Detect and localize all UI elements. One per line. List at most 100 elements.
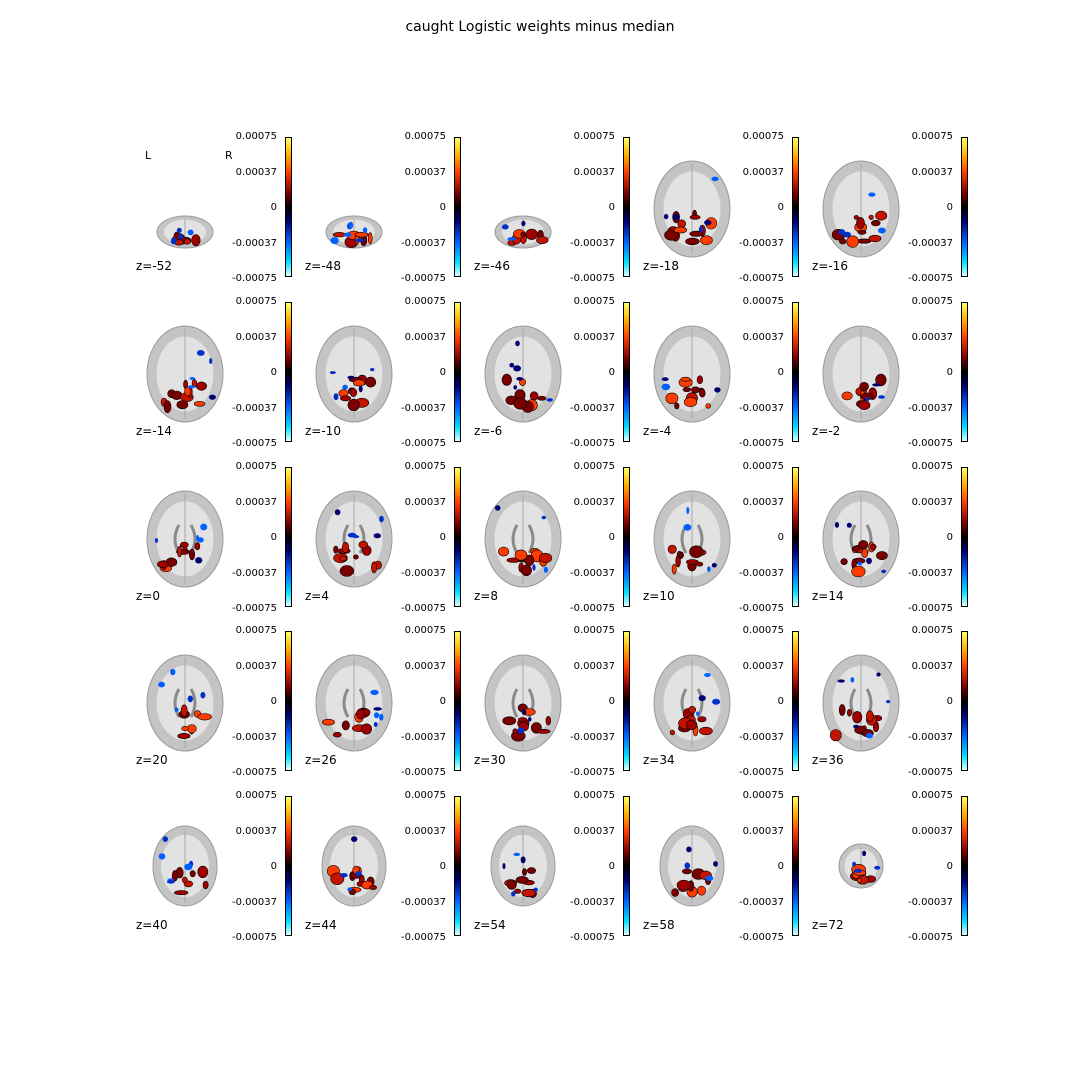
brain-slice <box>642 796 742 931</box>
brain-slice <box>304 302 404 437</box>
colorbar-tick-label: -0.00037 <box>739 237 784 249</box>
brain-slice <box>811 137 911 272</box>
brain-slice-image <box>325 215 383 249</box>
brain-slice <box>304 796 404 931</box>
colorbar-tick-label: 0.00075 <box>404 131 446 142</box>
brain-slice <box>473 137 573 272</box>
colorbar-tick-label: 0.00037 <box>235 166 277 178</box>
colorbar-tick-label: -0.00075 <box>232 273 277 284</box>
colorbar-tick-label: -0.00075 <box>570 932 615 943</box>
slice-z-label: z=-10 <box>305 424 341 438</box>
colorbar-tick-label: 0.00037 <box>404 825 446 837</box>
brain-slice-image <box>315 325 393 423</box>
colorbar-tick-label: -0.00075 <box>739 603 784 614</box>
colorbar-tick-label: -0.00075 <box>232 932 277 943</box>
colorbar-tick-label: 0.00037 <box>235 825 277 837</box>
colorbar-tick-label: 0 <box>777 861 784 872</box>
colorbar-tick-label: 0.00075 <box>911 790 953 801</box>
colorbar-tick-label: 0.00075 <box>911 131 953 142</box>
colorbar-tick-label: 0 <box>777 696 784 707</box>
colorbar-tick-label: -0.00075 <box>232 438 277 449</box>
slice-z-label: z=-48 <box>305 259 341 273</box>
colorbar <box>285 137 292 277</box>
colorbar-tick-label: -0.00037 <box>739 896 784 908</box>
slice-z-label: z=54 <box>474 918 506 932</box>
colorbar-tick-label: 0 <box>439 367 446 378</box>
orientation-left-label: L <box>145 149 152 162</box>
colorbar-tick-label: 0.00075 <box>235 625 277 636</box>
brain-slice-image <box>146 490 224 588</box>
slice-z-label: z=-14 <box>136 424 172 438</box>
colorbar-tick-label: 0 <box>608 202 615 213</box>
brain-slice <box>304 467 404 602</box>
brain-slice-image <box>822 654 900 752</box>
colorbar-tick-label: 0.00075 <box>911 625 953 636</box>
colorbar-tick-label: 0 <box>439 696 446 707</box>
brain-slice <box>811 467 911 602</box>
colorbar-tick-label: 0.00075 <box>404 461 446 472</box>
colorbar-tick-label: -0.00037 <box>232 402 277 414</box>
colorbar-tick-label: 0.00037 <box>911 496 953 508</box>
colorbar-tick-label: -0.00075 <box>739 438 784 449</box>
colorbar-tick-label: -0.00037 <box>570 896 615 908</box>
colorbar-tick-label: 0.00075 <box>235 131 277 142</box>
colorbar-tick-label: -0.00075 <box>908 438 953 449</box>
colorbar-tick-label: 0.00075 <box>911 461 953 472</box>
brain-slice <box>473 302 573 437</box>
colorbar <box>961 631 968 771</box>
colorbar-tick-label: 0.00037 <box>573 331 615 343</box>
colorbar-tick-label: 0 <box>270 202 277 213</box>
brain-slice <box>304 137 404 272</box>
colorbar-tick-label: 0.00075 <box>742 296 784 307</box>
brain-slice-image <box>146 654 224 752</box>
colorbar-tick-label: -0.00037 <box>401 237 446 249</box>
colorbar-tick-label: 0.00075 <box>742 461 784 472</box>
slice-z-label: z=-18 <box>643 259 679 273</box>
colorbar-tick-label: 0.00037 <box>911 825 953 837</box>
brain-slice <box>811 302 911 437</box>
colorbar-tick-label: 0.00037 <box>573 496 615 508</box>
colorbar-tick-label: 0.00037 <box>742 660 784 672</box>
brain-slice-image <box>653 654 731 752</box>
brain-slice <box>473 796 573 931</box>
slice-z-label: z=44 <box>305 918 337 932</box>
colorbar <box>792 796 799 936</box>
colorbar <box>961 796 968 936</box>
colorbar-tick-label: -0.00037 <box>739 402 784 414</box>
brain-slice-image <box>653 160 731 258</box>
colorbar-tick-label: -0.00075 <box>570 767 615 778</box>
colorbar-tick-label: 0.00037 <box>573 825 615 837</box>
colorbar-tick-label: 0.00037 <box>235 331 277 343</box>
colorbar-tick-label: -0.00075 <box>232 603 277 614</box>
colorbar-tick-label: -0.00037 <box>232 896 277 908</box>
colorbar-tick-label: -0.00037 <box>570 402 615 414</box>
colorbar-tick-label: 0.00037 <box>911 331 953 343</box>
colorbar-tick-label: -0.00075 <box>570 603 615 614</box>
colorbar <box>792 302 799 442</box>
brain-slice-image <box>484 654 562 752</box>
colorbar <box>623 631 630 771</box>
colorbar-tick-label: -0.00075 <box>739 932 784 943</box>
slice-z-label: z=-46 <box>474 259 510 273</box>
colorbar <box>285 302 292 442</box>
colorbar-tick-label: -0.00037 <box>739 731 784 743</box>
colorbar-tick-label: 0.00075 <box>573 461 615 472</box>
colorbar-tick-label: -0.00075 <box>401 932 446 943</box>
orientation-right-label: R <box>225 149 233 162</box>
brain-slice <box>473 467 573 602</box>
colorbar-tick-label: 0.00075 <box>235 296 277 307</box>
colorbar-tick-label: 0 <box>270 532 277 543</box>
colorbar-tick-label: -0.00037 <box>232 237 277 249</box>
slice-z-label: z=26 <box>305 753 337 767</box>
colorbar-tick-label: 0 <box>777 532 784 543</box>
colorbar <box>454 467 461 607</box>
brain-slice <box>135 137 235 272</box>
colorbar <box>454 631 461 771</box>
colorbar-tick-label: -0.00075 <box>570 438 615 449</box>
colorbar <box>454 302 461 442</box>
slice-z-label: z=14 <box>812 589 844 603</box>
colorbar-tick-label: -0.00037 <box>570 237 615 249</box>
brain-slice-image <box>490 825 556 907</box>
colorbar <box>961 467 968 607</box>
colorbar-tick-label: 0.00037 <box>911 660 953 672</box>
